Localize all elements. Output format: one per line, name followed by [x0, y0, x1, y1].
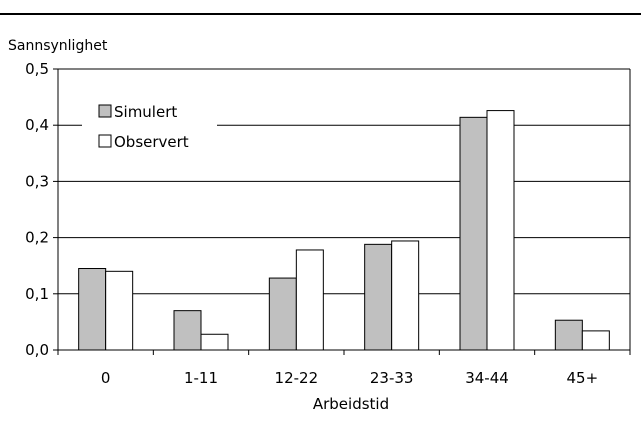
legend-label-simulert: Simulert: [114, 103, 177, 121]
bar-simulert-0: [79, 269, 106, 350]
bar-simulert-23-33: [365, 244, 392, 350]
bar-simulert-34-44: [460, 117, 487, 350]
y-tick-label: 0,2: [25, 229, 49, 247]
bar-observert-0: [106, 271, 133, 350]
x-tick-labels: 0 1-11 12-22 23-33 34-44 45+: [101, 369, 598, 387]
x-axis-label: Arbeidstid: [313, 395, 389, 413]
legend-label-observert: Observert: [114, 133, 189, 151]
x-tick-label: 34-44: [465, 369, 509, 387]
x-tick-label: 23-33: [370, 369, 414, 387]
bar-observert-1-11: [201, 334, 228, 350]
bar-simulert-12-22: [269, 278, 296, 350]
legend-swatch-observert: [99, 135, 111, 147]
x-tick-label: 45+: [567, 369, 599, 387]
y-tick-label: 0,1: [25, 285, 49, 303]
y-tick-label: 0,4: [25, 116, 49, 134]
bar-simulert-1-11: [174, 311, 201, 350]
y-axis-label: Sannsynlighet: [8, 38, 108, 54]
y-tick-label: 0,0: [25, 341, 49, 359]
y-tick-label: 0,5: [25, 60, 49, 78]
y-tick-labels: 0,0 0,1 0,2 0,3 0,4 0,5: [25, 60, 49, 359]
bar-simulert-45+: [555, 320, 582, 350]
bar-observert-12-22: [296, 250, 323, 350]
x-tick-label: 12-22: [275, 369, 319, 387]
x-tick-label: 1-11: [184, 369, 218, 387]
bar-observert-34-44: [487, 111, 514, 350]
legend-swatch-simulert: [99, 105, 111, 117]
bar-observert-23-33: [392, 241, 419, 350]
y-tick-label: 0,3: [25, 172, 49, 190]
x-tick-label: 0: [101, 369, 111, 387]
bar-observert-45+: [582, 331, 609, 350]
legend: Simulert Observert: [82, 95, 217, 157]
